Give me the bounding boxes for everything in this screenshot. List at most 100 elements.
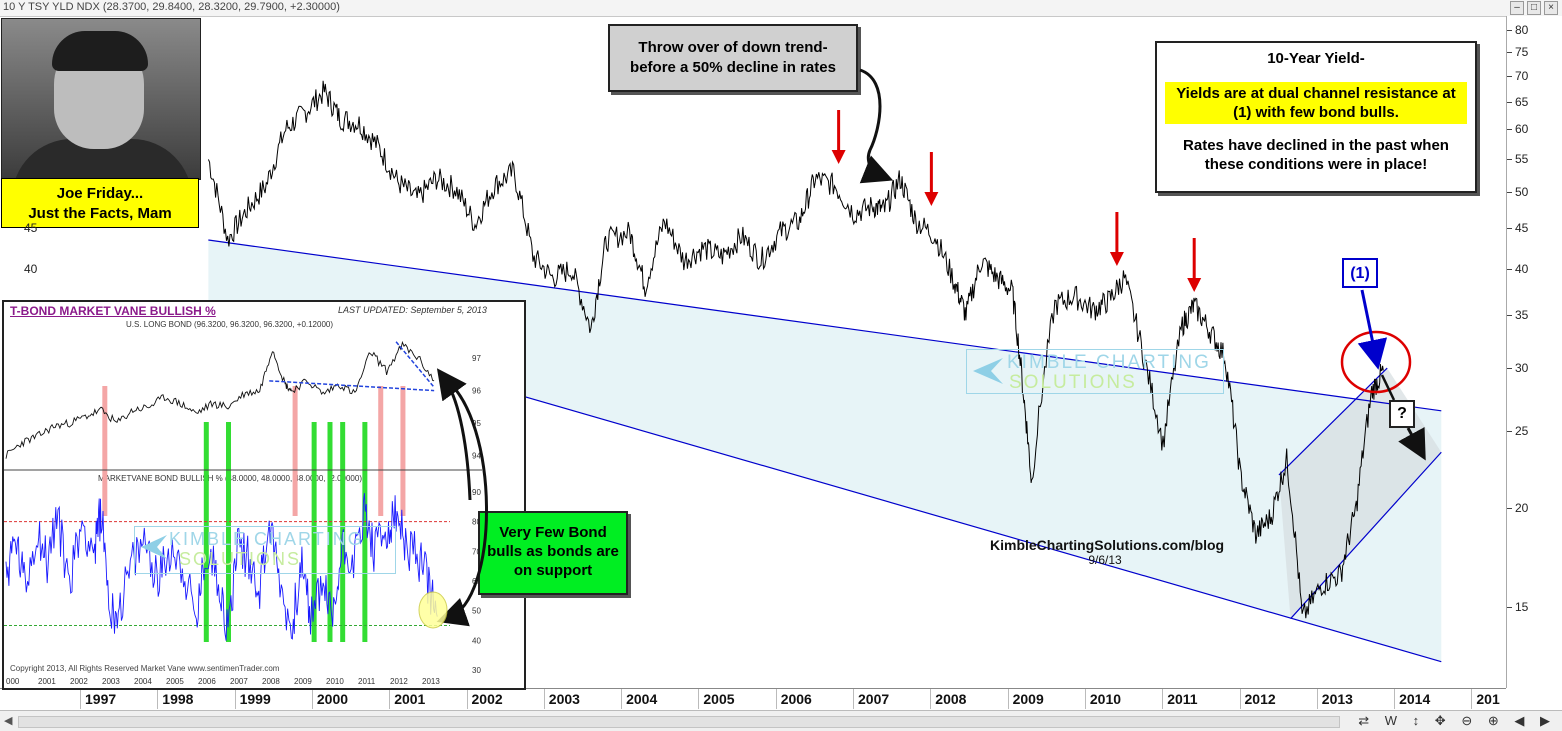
- x-tick-2013: 2013: [1321, 691, 1353, 707]
- inset-top-label: U.S. LONG BOND (96.3200, 96.3200, 96.320…: [126, 320, 334, 329]
- long-bond-line: [5, 340, 435, 459]
- bulls-line-3: on support: [513, 562, 593, 579]
- zoom-out-icon[interactable]: ⊖: [1461, 713, 1479, 728]
- window-title: 10 Y TSY YLD NDX (28.3700, 29.8400, 28.3…: [3, 1, 340, 13]
- left-tick-45: 45: [24, 221, 38, 236]
- x-tick-separator: [621, 689, 623, 709]
- x-tick-2004: 2004: [626, 691, 658, 707]
- minimize-button[interactable]: –: [1510, 1, 1524, 15]
- scroll-left-icon[interactable]: ◀: [1514, 713, 1531, 728]
- horizontal-scrollbar[interactable]: [18, 716, 1340, 728]
- y-tick-70: 70: [1515, 69, 1529, 84]
- y-tick-mark: [1507, 192, 1512, 193]
- green-band-0: [203, 422, 209, 642]
- inset-year-000: 000: [6, 677, 20, 686]
- throw-over-callout: Throw over of down trend- before a 50% d…: [608, 24, 858, 92]
- refresh-icon[interactable]: ⇄: [1358, 713, 1376, 728]
- x-tick-separator: [1239, 689, 1241, 709]
- kimble-logo-icon: [973, 358, 1003, 384]
- inset-top-tick-97: 97: [472, 354, 481, 363]
- y-tick-mark: [1507, 268, 1512, 270]
- y-tick-mark: [1507, 368, 1512, 370]
- y-tick-mark: [1507, 101, 1512, 103]
- y-tick-30: 30: [1515, 361, 1529, 376]
- yield-title: 10-Year Yield-: [1267, 50, 1365, 67]
- x-tick-2014: 2014: [1399, 691, 1431, 707]
- pink-band-0: [102, 386, 108, 516]
- scroll-left-arrow-icon[interactable]: ◀: [4, 715, 13, 727]
- x-tick-separator: [466, 689, 468, 709]
- y-tick-55: 55: [1515, 152, 1529, 167]
- y-tick-mark: [1507, 129, 1512, 131]
- inset-watermark-line-1: KIMBLE CHARTING: [169, 529, 364, 549]
- title-bar: 10 Y TSY YLD NDX (28.3700, 29.8400, 28.3…: [0, 0, 1562, 17]
- x-tick-2012: 2012: [1244, 691, 1276, 707]
- y-tick-mark: [1507, 76, 1512, 78]
- credit-line-1: KimbleChartingSolutions.com/blog: [990, 537, 1225, 553]
- credit-line-2: 9/6/13: [1088, 553, 1122, 567]
- y-tick-45: 45: [1515, 221, 1529, 236]
- watermark-line-2: SOLUTIONS: [1009, 372, 1137, 393]
- inset-bottom-tick-30: 30: [472, 666, 481, 675]
- yield-highlight: Yields are at dual channel resistance at…: [1165, 82, 1467, 124]
- inset-chart: T-BOND MARKET VANE BULLISH % LAST UPDATE…: [2, 300, 526, 690]
- inset-year-2003: 2003: [102, 677, 120, 686]
- y-tick-60: 60: [1515, 122, 1529, 137]
- bond-bulls-callout: Very Few Bond bulls as bonds are on supp…: [478, 511, 628, 595]
- x-tick-2010: 2010: [1089, 691, 1122, 707]
- portrait-photo: [1, 18, 201, 180]
- inset-year-2002: 2002: [70, 677, 88, 686]
- pan-icon[interactable]: ✥: [1434, 713, 1452, 728]
- y-tick-35: 35: [1515, 307, 1529, 322]
- inset-watermark-line-2: SOLUTIONS: [179, 549, 302, 569]
- x-tick-separator: [389, 689, 391, 709]
- inset-year-2009: 2009: [294, 677, 312, 686]
- green-band-1: [226, 422, 231, 642]
- bulls-line-2: bulls as bonds are: [487, 543, 619, 560]
- x-tick-separator: [698, 689, 700, 709]
- close-button[interactable]: ×: [1544, 1, 1558, 15]
- yield-highlight-line-2: (1) with few bond bulls.: [1233, 104, 1399, 121]
- x-tick-separator: [1394, 689, 1396, 709]
- maximize-button[interactable]: □: [1527, 1, 1541, 15]
- x-tick-separator: [543, 689, 545, 709]
- inset-top-tick-95: 95: [472, 419, 481, 428]
- watermark-line-1: KIMBLE CHARTING: [1007, 352, 1211, 373]
- zoom-in-icon[interactable]: ⊕: [1487, 713, 1505, 728]
- x-axis: 1997 1998 1999 2000 2001 2002 2003 2004 2005 2006…: [0, 688, 1506, 711]
- x-tick-2003: 2003: [548, 691, 580, 707]
- x-tick-separator: [853, 689, 854, 709]
- y-tick-mark: [1507, 430, 1512, 432]
- x-tick-separator: [234, 689, 236, 709]
- inset-year-2011: 2011: [358, 677, 376, 686]
- y-tick-mark: [1507, 507, 1512, 509]
- green-band-5: [362, 422, 368, 642]
- x-tick-1997: 1997: [85, 691, 117, 707]
- bulls-line-1: Very Few Bond: [499, 524, 607, 541]
- y-tick-25: 25: [1515, 423, 1529, 438]
- pink-band-2: [378, 386, 384, 516]
- status-bar: ◀ ⇄ W ↕ ✥ ⊖ ⊕ ◀ ▶: [0, 710, 1562, 731]
- x-tick-2009: 2009: [1012, 691, 1044, 707]
- inset-year-2008: 2008: [262, 677, 280, 686]
- x-tick-separator: [775, 689, 777, 709]
- support-line: [269, 380, 435, 392]
- inset-year-2004: 2004: [134, 677, 152, 686]
- x-tick-separator: [1316, 689, 1318, 709]
- y-tick-mark: [1507, 30, 1512, 31]
- inset-year-2013: 2013: [422, 677, 440, 686]
- question-box: ?: [1389, 400, 1415, 428]
- x-tick-separator: [1084, 689, 1086, 709]
- scroll-icon[interactable]: ↕: [1412, 713, 1426, 728]
- weekly-icon[interactable]: W: [1384, 713, 1404, 728]
- throw-line-2: before a 50% decline in rates: [630, 59, 836, 76]
- price-line-group: [207, 80, 1384, 619]
- y-tick-mark: [1507, 607, 1512, 608]
- x-tick-2008: 2008: [935, 691, 967, 707]
- inset-top-tick-96: 96: [472, 387, 481, 396]
- x-tick-2001: 2001: [394, 691, 426, 707]
- x-tick-2011: 2011: [1167, 691, 1198, 707]
- scroll-right-icon[interactable]: ▶: [1540, 713, 1556, 728]
- x-tick-separator: [157, 689, 159, 709]
